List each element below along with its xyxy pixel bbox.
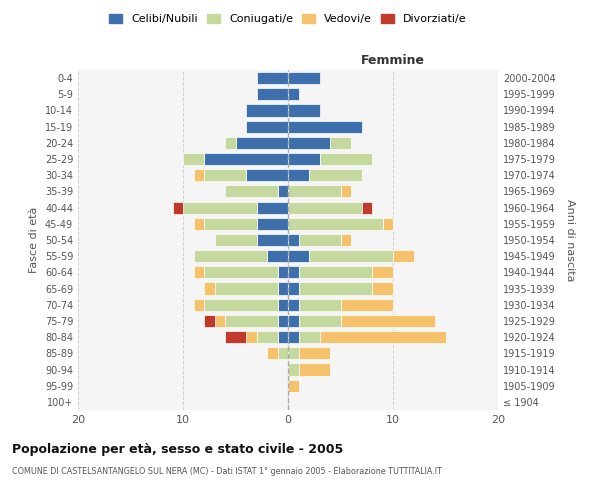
Bar <box>225 331 246 343</box>
Bar <box>288 234 299 246</box>
Bar <box>173 202 183 213</box>
Bar <box>204 315 215 327</box>
Bar <box>330 137 351 149</box>
Bar <box>204 153 288 165</box>
Bar <box>299 282 372 294</box>
Bar <box>257 218 288 230</box>
Bar <box>299 266 372 278</box>
Bar <box>320 153 372 165</box>
Bar <box>215 282 277 294</box>
Bar <box>288 282 299 294</box>
Bar <box>257 88 288 101</box>
Bar <box>267 348 277 360</box>
Bar <box>183 202 257 213</box>
Bar <box>257 202 288 213</box>
Bar <box>288 186 341 198</box>
Bar <box>383 218 393 230</box>
Bar <box>215 234 257 246</box>
Bar <box>225 186 277 198</box>
Bar <box>277 348 288 360</box>
Text: Popolazione per età, sesso e stato civile - 2005: Popolazione per età, sesso e stato civil… <box>12 442 343 456</box>
Bar <box>299 364 330 376</box>
Bar <box>341 315 435 327</box>
Bar <box>193 298 204 311</box>
Bar <box>320 331 445 343</box>
Bar <box>204 169 246 181</box>
Bar <box>183 153 204 165</box>
Bar <box>288 364 299 376</box>
Bar <box>288 250 309 262</box>
Bar <box>341 186 351 198</box>
Bar <box>277 266 288 278</box>
Bar <box>309 250 393 262</box>
Bar <box>288 218 383 230</box>
Bar <box>246 104 288 117</box>
Bar <box>288 88 299 101</box>
Bar <box>309 169 361 181</box>
Bar <box>288 348 299 360</box>
Bar <box>235 137 288 149</box>
Bar <box>257 72 288 84</box>
Bar <box>299 315 341 327</box>
Text: COMUNE DI CASTELSANTANGELO SUL NERA (MC) - Dati ISTAT 1° gennaio 2005 - Elaboraz: COMUNE DI CASTELSANTANGELO SUL NERA (MC)… <box>12 468 442 476</box>
Bar <box>193 169 204 181</box>
Bar <box>372 282 393 294</box>
Bar <box>288 120 361 132</box>
Bar <box>277 331 288 343</box>
Bar <box>288 315 299 327</box>
Bar <box>277 315 288 327</box>
Bar <box>372 266 393 278</box>
Bar <box>246 120 288 132</box>
Bar <box>193 250 267 262</box>
Bar <box>288 202 361 213</box>
Bar <box>341 234 351 246</box>
Bar <box>288 153 320 165</box>
Y-axis label: Anni di nascita: Anni di nascita <box>565 198 575 281</box>
Text: Femmine: Femmine <box>361 54 425 66</box>
Bar <box>204 298 277 311</box>
Bar <box>288 380 299 392</box>
Bar <box>288 137 330 149</box>
Bar <box>288 266 299 278</box>
Bar <box>361 202 372 213</box>
Bar <box>288 169 309 181</box>
Bar <box>299 331 320 343</box>
Bar <box>246 169 288 181</box>
Bar <box>204 282 215 294</box>
Bar <box>257 234 288 246</box>
Bar <box>288 331 299 343</box>
Bar <box>288 298 299 311</box>
Bar <box>215 315 225 327</box>
Bar <box>246 331 257 343</box>
Bar <box>277 298 288 311</box>
Bar <box>299 234 341 246</box>
Bar <box>393 250 414 262</box>
Y-axis label: Fasce di età: Fasce di età <box>29 207 39 273</box>
Bar <box>288 72 320 84</box>
Bar <box>204 266 277 278</box>
Bar <box>288 104 320 117</box>
Legend: Celibi/Nubili, Coniugati/e, Vedovi/e, Divorziati/e: Celibi/Nubili, Coniugati/e, Vedovi/e, Di… <box>106 10 470 28</box>
Bar <box>193 218 204 230</box>
Bar <box>225 137 235 149</box>
Bar <box>204 218 257 230</box>
Bar <box>193 266 204 278</box>
Bar <box>341 298 393 311</box>
Bar <box>277 282 288 294</box>
Bar <box>277 186 288 198</box>
Bar <box>225 315 277 327</box>
Bar <box>299 348 330 360</box>
Bar <box>299 298 341 311</box>
Bar <box>267 250 288 262</box>
Bar <box>257 331 277 343</box>
